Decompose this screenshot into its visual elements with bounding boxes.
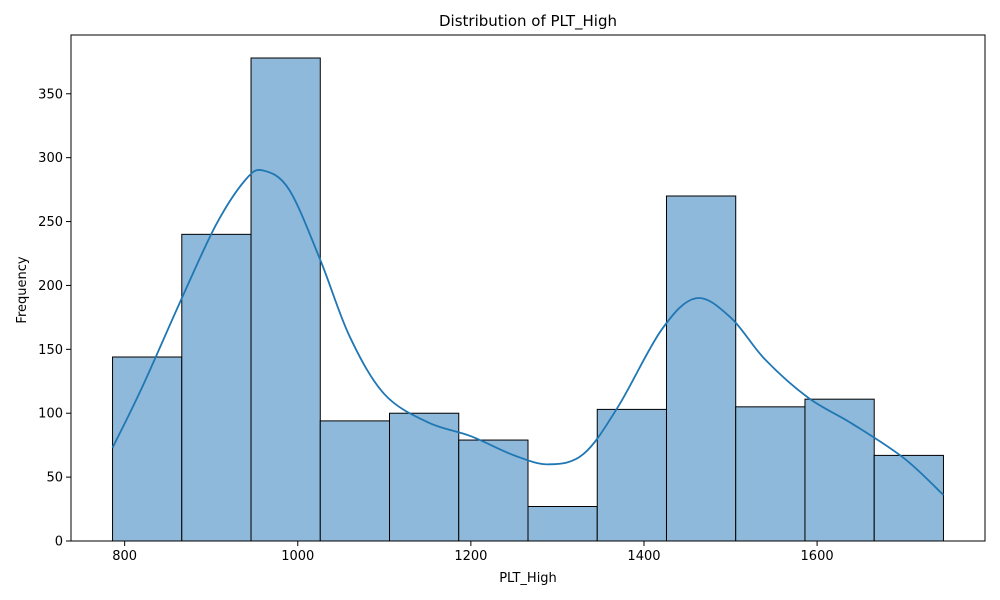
- histogram-bar-7: [596, 408, 667, 542]
- y-tick-label: 0: [55, 535, 63, 550]
- y-tick-label: 50: [46, 471, 63, 486]
- x-tick-label: 1600: [801, 549, 834, 564]
- y-tick-label: 100: [38, 407, 63, 422]
- x-tick-label: 800: [112, 549, 137, 564]
- histogram-bar-9: [735, 406, 806, 542]
- y-tick-label: 150: [38, 343, 63, 358]
- y-axis-label: Frequency: [15, 256, 30, 323]
- y-axis-ticks: 0 50 100 150 200 250 300 350: [38, 87, 71, 550]
- kde-curve-group: [111, 168, 945, 496]
- histogram-bar-8: [665, 195, 737, 542]
- histogram-bar-6: [527, 506, 598, 542]
- x-tick-label: 1200: [454, 549, 487, 564]
- histogram-bar-5: [458, 439, 529, 542]
- plot-frame: [70, 34, 986, 542]
- y-tick-label: 300: [38, 151, 63, 166]
- x-axis-label: PLT_High: [499, 571, 557, 586]
- x-axis-ticks: 800 1000 1200 1400 1600: [112, 541, 834, 564]
- histogram-bar-10: [804, 398, 875, 542]
- histogram-bar-2: [250, 57, 321, 542]
- chart-title: Distribution of PLT_High: [439, 12, 617, 31]
- y-tick-label: 350: [38, 87, 63, 102]
- histogram-bar-4: [389, 412, 460, 542]
- histogram-bar-11: [873, 454, 944, 542]
- histogram-bar-1: [181, 233, 252, 542]
- x-tick-label: 1000: [281, 549, 314, 564]
- x-tick-label: 1400: [627, 549, 660, 564]
- y-tick-label: 250: [38, 215, 63, 230]
- histogram-bar-0: [112, 356, 183, 542]
- histogram-bars: [112, 57, 944, 542]
- histogram-bar-3: [319, 420, 391, 542]
- kde-line: [111, 168, 945, 496]
- y-tick-label: 200: [38, 279, 63, 294]
